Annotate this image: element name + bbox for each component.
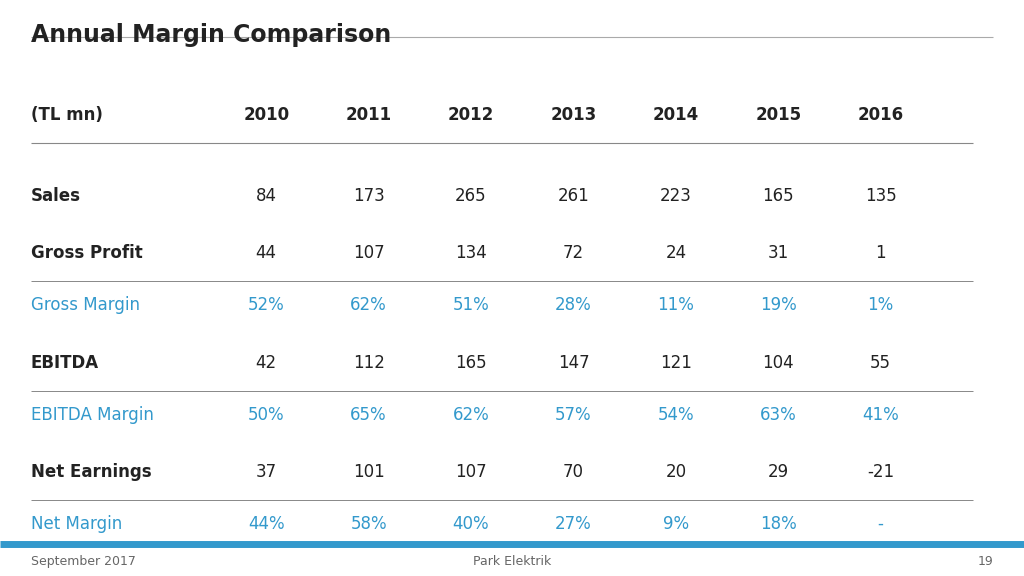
Text: 55: 55 — [870, 354, 891, 372]
Text: 18%: 18% — [760, 515, 797, 533]
Text: 20: 20 — [666, 463, 686, 482]
Text: 2015: 2015 — [755, 106, 802, 124]
Text: -21: -21 — [867, 463, 894, 482]
Text: 1%: 1% — [867, 296, 894, 314]
Text: 19: 19 — [978, 555, 993, 568]
Text: 51%: 51% — [453, 296, 489, 314]
Text: -: - — [878, 515, 884, 533]
Text: Sales: Sales — [31, 187, 81, 205]
Text: 107: 107 — [353, 244, 384, 263]
Text: 57%: 57% — [555, 406, 592, 424]
Text: 9%: 9% — [663, 515, 689, 533]
Text: 58%: 58% — [350, 515, 387, 533]
Text: 11%: 11% — [657, 296, 694, 314]
Text: 28%: 28% — [555, 296, 592, 314]
Text: 223: 223 — [659, 187, 692, 205]
Text: 265: 265 — [456, 187, 486, 205]
Text: 44%: 44% — [248, 515, 285, 533]
Text: 50%: 50% — [248, 406, 285, 424]
Text: 135: 135 — [864, 187, 897, 205]
Text: 147: 147 — [558, 354, 589, 372]
Text: 2016: 2016 — [857, 106, 904, 124]
Text: 2014: 2014 — [652, 106, 699, 124]
Text: 2010: 2010 — [243, 106, 290, 124]
Text: 54%: 54% — [657, 406, 694, 424]
Text: 101: 101 — [352, 463, 385, 482]
Text: Annual Margin Comparison: Annual Margin Comparison — [31, 23, 391, 47]
Text: Park Elektrik: Park Elektrik — [473, 555, 551, 568]
Text: September 2017: September 2017 — [31, 555, 135, 568]
Text: 40%: 40% — [453, 515, 489, 533]
Text: EBITDA: EBITDA — [31, 354, 99, 372]
Text: 27%: 27% — [555, 515, 592, 533]
Text: 41%: 41% — [862, 406, 899, 424]
Text: 2012: 2012 — [447, 106, 495, 124]
Text: 173: 173 — [352, 187, 385, 205]
Text: 70: 70 — [563, 463, 584, 482]
Text: 24: 24 — [666, 244, 686, 263]
Text: 19%: 19% — [760, 296, 797, 314]
Text: 165: 165 — [763, 187, 794, 205]
Text: 65%: 65% — [350, 406, 387, 424]
Text: 62%: 62% — [453, 406, 489, 424]
Text: Gross Margin: Gross Margin — [31, 296, 139, 314]
Text: Net Earnings: Net Earnings — [31, 463, 152, 482]
Text: (TL mn): (TL mn) — [31, 106, 102, 124]
Text: Gross Profit: Gross Profit — [31, 244, 142, 263]
Text: 52%: 52% — [248, 296, 285, 314]
Text: Net Margin: Net Margin — [31, 515, 122, 533]
Text: 165: 165 — [456, 354, 486, 372]
Text: 37: 37 — [256, 463, 276, 482]
Text: 134: 134 — [455, 244, 487, 263]
Text: 42: 42 — [256, 354, 276, 372]
Text: 29: 29 — [768, 463, 788, 482]
Text: 1: 1 — [876, 244, 886, 263]
Text: 63%: 63% — [760, 406, 797, 424]
Text: 121: 121 — [659, 354, 692, 372]
Text: 104: 104 — [763, 354, 794, 372]
Text: 261: 261 — [557, 187, 590, 205]
Text: EBITDA Margin: EBITDA Margin — [31, 406, 154, 424]
Text: 112: 112 — [352, 354, 385, 372]
Text: 107: 107 — [456, 463, 486, 482]
Text: 2011: 2011 — [345, 106, 392, 124]
Text: 31: 31 — [768, 244, 788, 263]
Text: 2013: 2013 — [550, 106, 597, 124]
Text: 62%: 62% — [350, 296, 387, 314]
Text: 72: 72 — [563, 244, 584, 263]
Text: 44: 44 — [256, 244, 276, 263]
Text: 84: 84 — [256, 187, 276, 205]
